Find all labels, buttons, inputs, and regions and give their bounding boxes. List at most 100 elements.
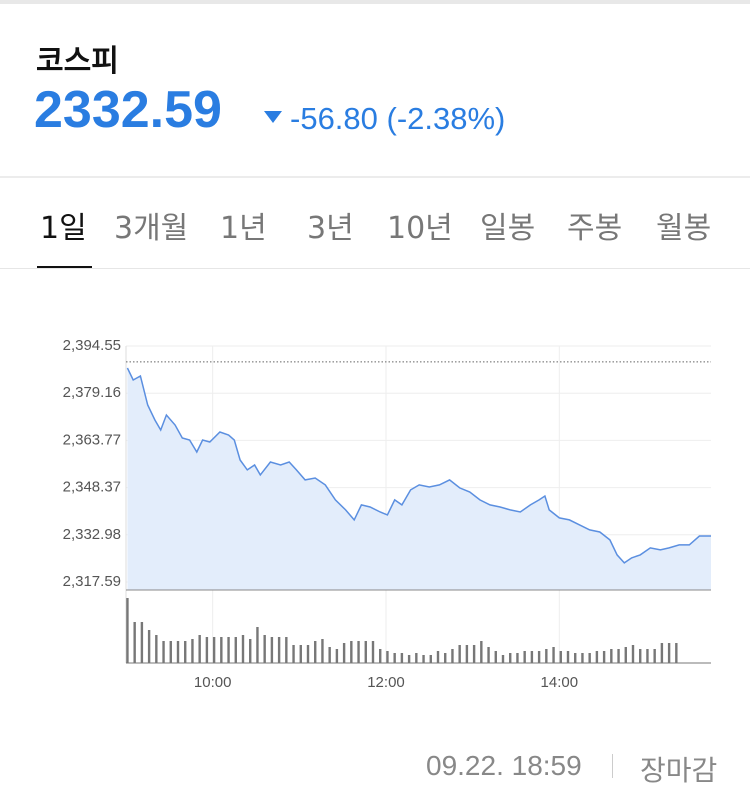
price: 2332.59 — [34, 81, 222, 139]
volume-bar — [595, 651, 599, 663]
x-tick-label: 10:00 — [194, 674, 232, 691]
top-bar — [0, 0, 750, 4]
volume-bar — [263, 635, 266, 663]
volume-bar — [624, 647, 627, 663]
volume-bar — [407, 655, 411, 663]
tab[interactable]: 10년 — [387, 211, 453, 246]
price-change: -56.80 (-2.38%) — [290, 101, 506, 136]
volume-bar — [566, 651, 570, 663]
divider — [0, 268, 750, 269]
volume-bar — [523, 651, 526, 663]
volume-bar — [653, 649, 656, 663]
down-arrow — [264, 111, 282, 123]
tab[interactable]: 월봉 — [656, 211, 712, 246]
tab[interactable]: 주봉 — [567, 211, 623, 246]
volume-bar — [234, 637, 237, 663]
volume-bar — [631, 645, 635, 663]
volume-bar — [501, 655, 505, 663]
volume-bar — [328, 647, 331, 663]
volume-bar — [494, 651, 497, 663]
volume-bar — [581, 653, 584, 663]
volume-bar — [509, 653, 512, 663]
tab[interactable]: 3개월 — [114, 211, 189, 246]
separator — [612, 754, 613, 778]
volume-bar — [422, 655, 425, 663]
volume-bar — [487, 647, 490, 663]
y-tick-label: 2,317.59 — [63, 573, 121, 590]
volume-bar — [516, 653, 519, 663]
volume-bar — [646, 649, 649, 663]
volume-bar — [364, 641, 367, 663]
volume-bar — [147, 630, 151, 663]
volume-bar — [436, 651, 440, 663]
tab[interactable]: 1년 — [220, 211, 267, 246]
volume-bar — [617, 649, 620, 663]
volume-bar — [588, 653, 591, 663]
volume-bar — [212, 637, 216, 663]
volume-bar — [220, 637, 223, 663]
volume-bar — [292, 645, 295, 663]
volume-bar — [285, 637, 288, 663]
tab[interactable]: 일봉 — [480, 211, 536, 246]
volume-bar — [660, 643, 664, 663]
volume-bar — [299, 645, 302, 663]
volume-bar — [169, 641, 172, 663]
volume-bar — [451, 649, 454, 663]
tab[interactable]: 3년 — [307, 211, 354, 246]
tab-underline — [37, 266, 92, 269]
chart: 2,394.55 2,379.16 2,363.77 2,348.37 2,332.98… — [63, 337, 711, 691]
volume-bar — [429, 655, 432, 663]
volume-bar — [256, 627, 259, 663]
volume-bar — [227, 637, 230, 663]
volume-bar — [270, 637, 274, 663]
volume-bar — [371, 641, 375, 663]
volume-bar — [552, 647, 555, 663]
volume-bar — [184, 641, 187, 663]
volume-bar — [458, 645, 461, 663]
y-tick-label: 2,332.98 — [63, 526, 121, 543]
volume-bar — [357, 641, 360, 663]
volume-bar — [574, 653, 577, 663]
volume-bar — [667, 643, 671, 663]
market-status: 장마감 — [640, 754, 718, 787]
volume-bar — [191, 639, 194, 663]
volume-bar — [241, 635, 245, 663]
volume-bar — [444, 653, 447, 663]
y-tick-label: 2,379.16 — [63, 384, 121, 401]
price-area — [127, 368, 711, 590]
volume-bar — [610, 649, 613, 663]
y-tick-label: 2,348.37 — [63, 479, 121, 496]
volume-bar — [602, 651, 606, 663]
timestamp: 09.22. 18:59 — [426, 750, 582, 781]
volume-bar — [559, 651, 562, 663]
volume-bar — [249, 639, 252, 663]
volume-bar — [133, 622, 136, 663]
x-tick-label: 12:00 — [367, 674, 405, 691]
y-tick-label: 2,363.77 — [63, 431, 121, 448]
volume-bar — [321, 639, 324, 663]
volume-bar — [480, 641, 483, 663]
volume-bar — [545, 649, 548, 663]
volume-bar — [335, 649, 339, 663]
volume-bar — [277, 637, 281, 663]
volume-bar — [639, 649, 642, 663]
volume-bar — [675, 643, 678, 663]
volume-bar — [393, 653, 396, 663]
tab[interactable]: 1일 — [40, 211, 87, 246]
volume-bar — [126, 598, 129, 663]
volume-bar — [205, 637, 209, 663]
volume-bar — [306, 645, 310, 663]
volume-bar — [530, 651, 534, 663]
volume-bar — [162, 641, 165, 663]
y-tick-label: 2,394.55 — [63, 337, 121, 354]
volume-bar — [400, 653, 404, 663]
volume-bar — [155, 635, 158, 663]
x-tick-label: 14:00 — [541, 674, 579, 691]
volume-bar — [342, 643, 346, 663]
volume-bar — [415, 653, 418, 663]
volume-bar — [386, 651, 389, 663]
volume-bar — [465, 645, 469, 663]
volume-bar — [379, 649, 382, 663]
volume-bar — [140, 622, 144, 663]
